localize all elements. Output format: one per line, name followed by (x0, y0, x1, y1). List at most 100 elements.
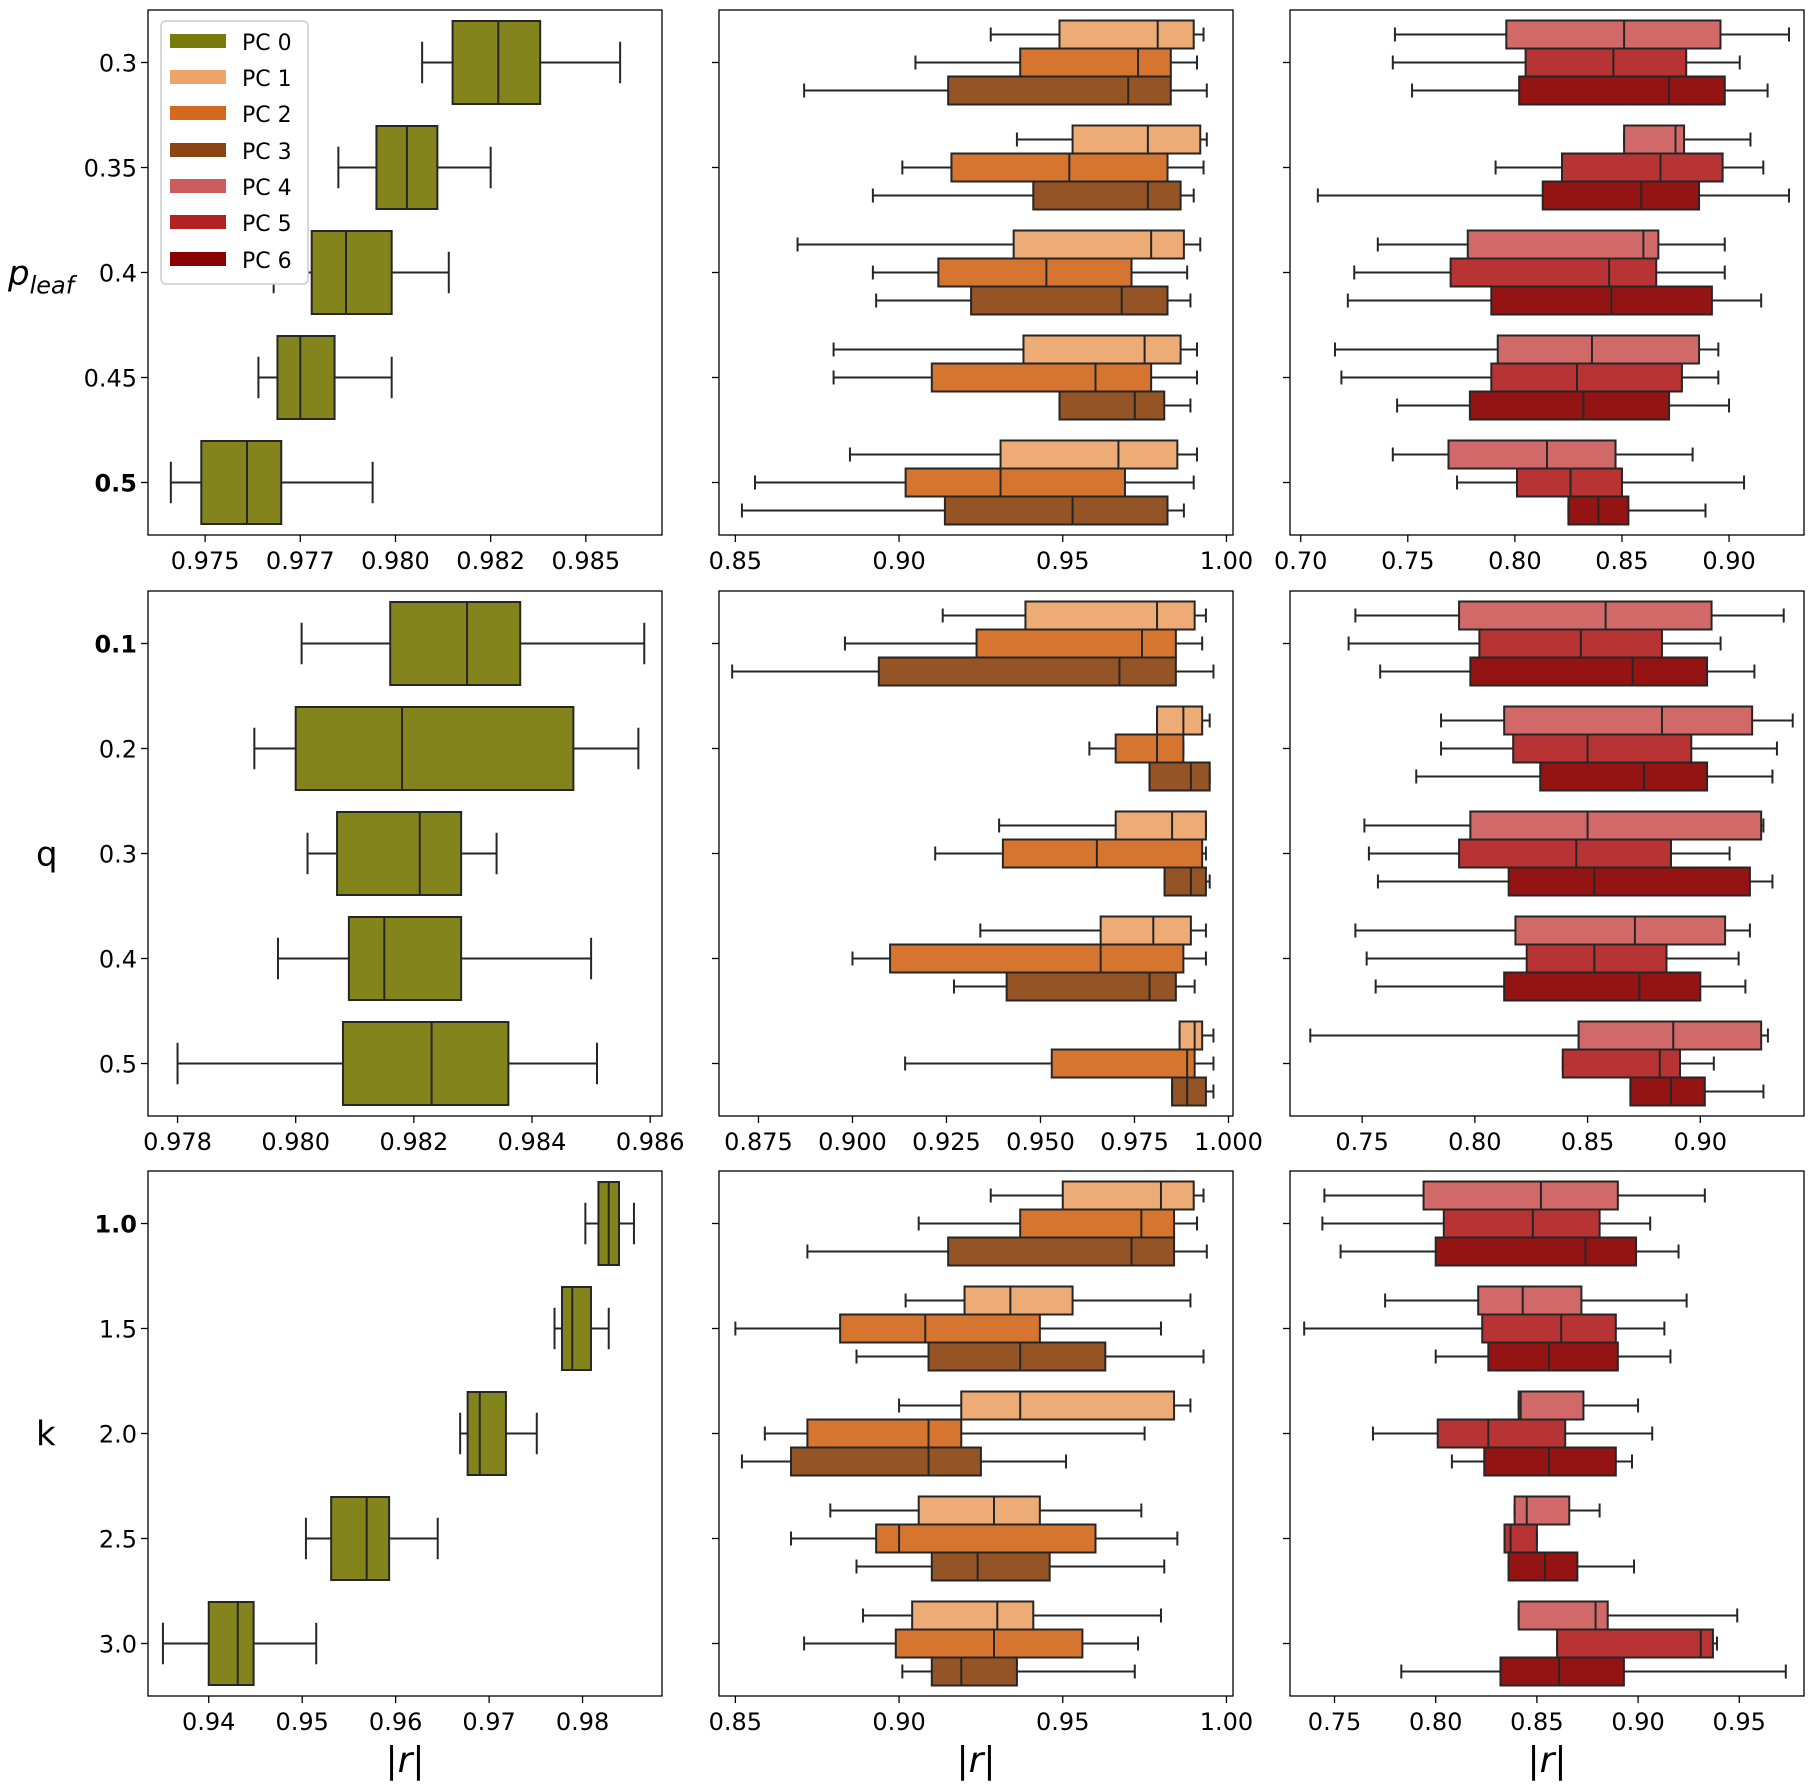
legend-swatch-2 (170, 106, 226, 120)
iqr-box (1490, 362, 1683, 393)
legend-swatch-6 (170, 252, 226, 266)
iqr-box (947, 1236, 1176, 1267)
box-pc3-cat4 (740, 495, 1185, 526)
iqr-box (561, 1286, 592, 1371)
x-tick-label: 0.982 (380, 1128, 449, 1156)
iqr-box (1163, 866, 1207, 897)
y-tick-label: 1.5 (99, 1316, 137, 1344)
box-pc5-cat3 (1340, 362, 1720, 393)
box-pc1-cat0 (989, 1180, 1205, 1211)
box-pc2-cat3 (790, 1523, 1179, 1554)
box-pc0-cat1 (253, 706, 640, 791)
box-pc1-cat0 (941, 600, 1207, 631)
box-pc4-cat0 (1393, 19, 1791, 50)
y-tick-label: 0.4 (99, 260, 137, 288)
legend-swatch-5 (170, 215, 226, 229)
box-pc6-cat0 (1339, 1236, 1680, 1267)
box-pc6-cat3 (1374, 971, 1747, 1002)
x-axis-title-col1: |r| (956, 1740, 995, 1781)
iqr-box (1541, 180, 1701, 211)
x-tick-label: 0.982 (456, 547, 525, 575)
x-tick-label: 1.00 (1200, 1708, 1253, 1736)
box-pc6-cat4 (1629, 1076, 1765, 1107)
box-pc0-cat4 (169, 440, 374, 525)
box-pc1-cat2 (796, 229, 1202, 260)
iqr-box (1517, 1390, 1585, 1421)
iqr-box (790, 1446, 982, 1477)
iqr-box (466, 1391, 507, 1476)
box-pc1-cat1 (904, 1285, 1192, 1316)
iqr-box (1171, 1076, 1207, 1107)
box-pc3-cat4 (901, 1656, 1136, 1687)
x-tick-label: 0.925 (912, 1128, 981, 1156)
x-tick-label: 0.978 (143, 1128, 212, 1156)
x-tick-label: 0.90 (1611, 1708, 1664, 1736)
iqr-box (1505, 19, 1722, 50)
iqr-box (336, 811, 463, 896)
box-pc3-cat0 (803, 75, 1208, 106)
box-pc1-cat0 (989, 19, 1205, 50)
box-pc2-cat2 (871, 257, 1189, 288)
box-pc5-cat4 (1556, 1628, 1718, 1659)
iqr-box (1507, 1551, 1579, 1582)
y-tick-label: 2.5 (99, 1526, 137, 1554)
iqr-box (1024, 600, 1196, 631)
iqr-box (1503, 705, 1754, 736)
box-pc5-cat2 (1353, 257, 1726, 288)
iqr-box (1005, 971, 1177, 1002)
box-pc1-cat3 (832, 334, 1198, 365)
iqr-box (330, 1496, 391, 1581)
x-tick-label: 0.98 (556, 1708, 609, 1736)
x-axis-title-col2: |r| (1527, 1740, 1566, 1781)
legend-swatch-3 (170, 143, 226, 157)
iqr-box (950, 152, 1169, 183)
x-tick-label: 0.90 (1674, 1128, 1727, 1156)
box-pc4-cat2 (1376, 229, 1726, 260)
y-tick-label: 0.3 (99, 841, 137, 869)
x-tick-label: 0.975 (1100, 1128, 1169, 1156)
iqr-box (1019, 47, 1172, 78)
box-pc0-cat1 (337, 125, 492, 210)
box-pc2-cat0 (843, 628, 1204, 659)
x-tick-label: 0.90 (872, 547, 925, 575)
x-tick-label: 0.85 (709, 1708, 762, 1736)
iqr-box (889, 943, 1185, 974)
iqr-box (1517, 1600, 1609, 1631)
box-pc3-cat1 (871, 180, 1195, 211)
iqr-box (1022, 334, 1182, 365)
iqr-box (1422, 1180, 1619, 1211)
box-pc5-cat0 (1347, 628, 1722, 659)
box-pc3-cat3 (953, 971, 1196, 1002)
iqr-box (917, 1495, 1041, 1526)
iqr-box (1447, 439, 1617, 470)
box-pc6-cat2 (1376, 866, 1774, 897)
box-pc3-cat1 (855, 1341, 1205, 1372)
y-tick-label: 0.35 (84, 155, 137, 183)
legend-swatch-1 (170, 70, 226, 84)
iqr-box (1556, 1628, 1714, 1659)
iqr-box (1032, 180, 1182, 211)
iqr-box (806, 1418, 963, 1449)
x-tick-label: 0.900 (818, 1128, 887, 1156)
iqr-box (1178, 1020, 1204, 1051)
iqr-box (1560, 152, 1724, 183)
box-pc3-cat2 (1163, 866, 1211, 897)
iqr-box (451, 20, 542, 105)
box-pc3-cat1 (1148, 761, 1211, 792)
box-pc4-cat3 (1333, 334, 1720, 365)
box-pc4-cat3 (1513, 1495, 1601, 1526)
y-tick-label: 0.4 (99, 946, 137, 974)
iqr-box (894, 1628, 1084, 1659)
box-pc4-cat2 (1363, 810, 1765, 841)
x-tick-label: 0.95 (275, 1708, 328, 1736)
legend-entry-2: PC 2 (170, 103, 292, 128)
box-pc5-cat1 (1440, 733, 1778, 764)
y-tick-label: 0.2 (99, 736, 137, 764)
box-pc1-cat1 (1156, 705, 1211, 736)
iqr-box (1518, 75, 1726, 106)
iqr-box (1483, 1446, 1617, 1477)
iqr-box (1513, 1495, 1571, 1526)
panel-r1-c2: 0.75 0.80 0.85 0.90 (1283, 590, 1805, 1156)
legend-label-1: PC 1 (242, 67, 292, 92)
iqr-box (1503, 971, 1702, 1002)
